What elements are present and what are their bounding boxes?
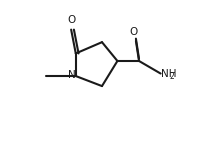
Text: N: N: [68, 70, 76, 80]
Text: O: O: [130, 27, 138, 37]
Text: NH: NH: [161, 68, 176, 79]
Text: 2: 2: [169, 72, 174, 81]
Text: O: O: [67, 15, 75, 25]
